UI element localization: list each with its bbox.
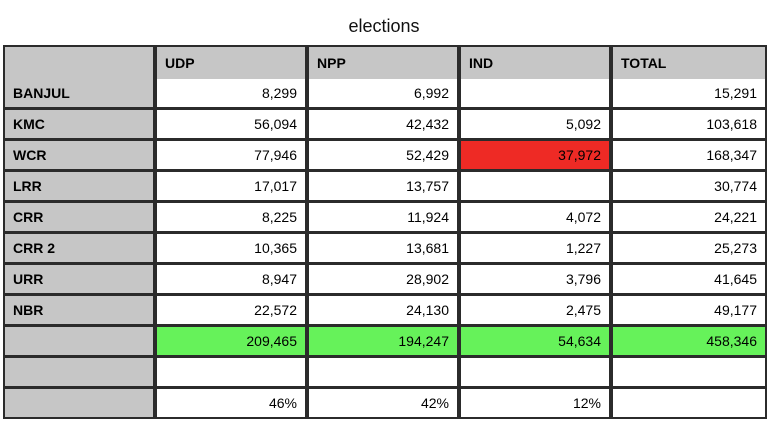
table-cell[interactable]: 8,225 — [157, 203, 309, 234]
table-cell[interactable]: 24,221 — [613, 203, 765, 234]
table-cell[interactable]: 6,992 — [309, 79, 461, 110]
table-cell[interactable]: 10,365 — [157, 234, 309, 265]
table-cell[interactable]: 13,757 — [309, 172, 461, 203]
header-cell-ind[interactable]: IND — [461, 47, 613, 79]
table-cell[interactable]: 30,774 — [613, 172, 765, 203]
percent-cell-npp[interactable]: 42% — [309, 389, 461, 417]
row-label-percent[interactable] — [5, 389, 157, 417]
table-row: URR 8,947 28,902 3,796 41,645 — [5, 265, 765, 296]
table-cell[interactable] — [461, 358, 613, 389]
table-cell[interactable] — [613, 358, 765, 389]
table-cell[interactable]: 24,130 — [309, 296, 461, 327]
table-cell[interactable]: 1,227 — [461, 234, 613, 265]
table-row: WCR 77,946 52,429 37,972 168,347 — [5, 141, 765, 172]
table-cell[interactable]: 4,072 — [461, 203, 613, 234]
table-cell-highlighted-red[interactable]: 37,972 — [461, 141, 613, 172]
table-row: BANJUL 8,299 6,992 15,291 — [5, 79, 765, 110]
total-cell-ind[interactable]: 54,634 — [461, 327, 613, 358]
percent-cell-total[interactable] — [613, 389, 765, 417]
elections-table: UDP NPP IND TOTAL BANJUL 8,299 6,992 15,… — [3, 45, 767, 419]
table-row: KMC 56,094 42,432 5,092 103,618 — [5, 110, 765, 141]
percent-cell-udp[interactable]: 46% — [157, 389, 309, 417]
table-row: CRR 8,225 11,924 4,072 24,221 — [5, 203, 765, 234]
table-cell[interactable]: 3,796 — [461, 265, 613, 296]
header-cell-corner[interactable] — [5, 47, 157, 79]
row-label-urr[interactable]: URR — [5, 265, 157, 296]
row-label-wcr[interactable]: WCR — [5, 141, 157, 172]
table-cell[interactable]: 42,432 — [309, 110, 461, 141]
table-row: NBR 22,572 24,130 2,475 49,177 — [5, 296, 765, 327]
row-label-kmc[interactable]: KMC — [5, 110, 157, 141]
row-label-banjul[interactable]: BANJUL — [5, 79, 157, 110]
table-cell[interactable]: 49,177 — [613, 296, 765, 327]
table-cell[interactable]: 13,681 — [309, 234, 461, 265]
table-cell[interactable]: 15,291 — [613, 79, 765, 110]
table-cell[interactable]: 8,947 — [157, 265, 309, 296]
total-cell-grand[interactable]: 458,346 — [613, 327, 765, 358]
total-cell-udp[interactable]: 209,465 — [157, 327, 309, 358]
percent-row: 46% 42% 12% — [5, 389, 765, 417]
table-cell[interactable]: 17,017 — [157, 172, 309, 203]
table-cell[interactable]: 11,924 — [309, 203, 461, 234]
percent-cell-ind[interactable]: 12% — [461, 389, 613, 417]
table-row: CRR 2 10,365 13,681 1,227 25,273 — [5, 234, 765, 265]
row-label-crr[interactable]: CRR — [5, 203, 157, 234]
row-label-lrr[interactable]: LRR — [5, 172, 157, 203]
table-row: LRR 17,017 13,757 30,774 — [5, 172, 765, 203]
table-cell[interactable]: 41,645 — [613, 265, 765, 296]
totals-row: 209,465 194,247 54,634 458,346 — [5, 327, 765, 358]
row-label-nbr[interactable]: NBR — [5, 296, 157, 327]
table-cell[interactable]: 56,094 — [157, 110, 309, 141]
table-cell[interactable]: 52,429 — [309, 141, 461, 172]
row-label-empty[interactable] — [5, 358, 157, 389]
row-label-totals[interactable] — [5, 327, 157, 358]
table-cell[interactable]: 77,946 — [157, 141, 309, 172]
total-cell-npp[interactable]: 194,247 — [309, 327, 461, 358]
table-cell[interactable]: 2,475 — [461, 296, 613, 327]
sheet-title: elections — [348, 16, 420, 36]
header-cell-total[interactable]: TOTAL — [613, 47, 765, 79]
header-row: UDP NPP IND TOTAL — [5, 47, 765, 79]
table-cell[interactable]: 22,572 — [157, 296, 309, 327]
table-cell[interactable]: 103,618 — [613, 110, 765, 141]
table-cell[interactable] — [157, 358, 309, 389]
table-cell[interactable]: 5,092 — [461, 110, 613, 141]
row-label-crr-2[interactable]: CRR 2 — [5, 234, 157, 265]
table-cell[interactable]: 28,902 — [309, 265, 461, 296]
table-cell[interactable]: 8,299 — [157, 79, 309, 110]
table-cell[interactable] — [461, 172, 613, 203]
header-cell-udp[interactable]: UDP — [157, 47, 309, 79]
empty-row — [5, 358, 765, 389]
table-cell[interactable] — [461, 79, 613, 110]
table-cell[interactable]: 25,273 — [613, 234, 765, 265]
header-cell-npp[interactable]: NPP — [309, 47, 461, 79]
table-cell[interactable]: 168,347 — [613, 141, 765, 172]
table-cell[interactable] — [309, 358, 461, 389]
